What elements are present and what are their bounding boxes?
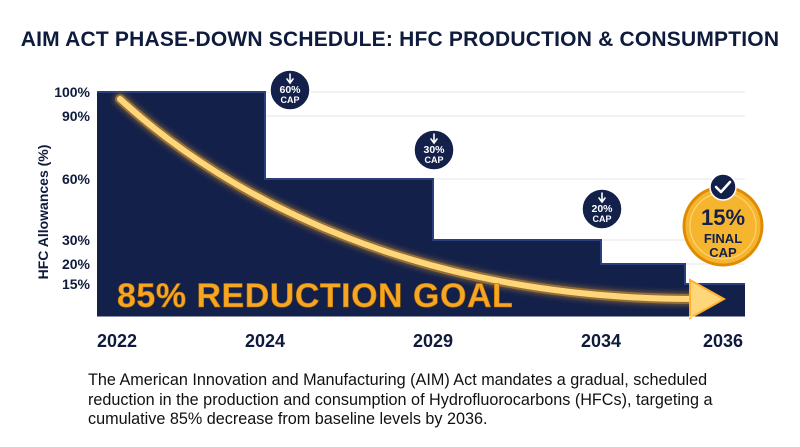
x-tick-label: 2022: [97, 331, 137, 351]
cap-badge-circle: [269, 69, 311, 111]
check-icon-mark: [714, 180, 732, 194]
x-tick-label: 2024: [245, 331, 285, 351]
cap-badge: 60%CAP: [269, 69, 311, 111]
y-tick-label: 15%: [62, 276, 91, 292]
step-bar: [433, 240, 601, 317]
final-cap-value: 15%: [701, 205, 745, 230]
x-tick-label: 2029: [413, 331, 453, 351]
cap-badge-label: CAP: [424, 155, 443, 165]
down-arrow-icon: [598, 192, 606, 204]
cap-badge-value: 60%: [279, 84, 301, 96]
x-tick-label: 2034: [581, 331, 621, 351]
final-cap-label-2: CAP: [709, 245, 737, 260]
step-bar: [601, 264, 685, 317]
y-tick-label: 30%: [62, 232, 91, 248]
reduction-arrowhead: [689, 278, 727, 320]
y-axis-title: HFC Allowances (%): [35, 145, 51, 280]
cap-badge: 20%CAP: [581, 188, 623, 230]
cap-badge-value: 20%: [591, 203, 613, 215]
cap-badge-label: CAP: [592, 214, 611, 224]
step-bar: [265, 179, 433, 317]
step-bar: [97, 92, 265, 317]
chart-caption: The American Innovation and Manufacturin…: [88, 371, 713, 428]
cap-badge-label: CAP: [280, 95, 299, 105]
y-tick-label: 20%: [62, 256, 91, 272]
y-tick-label: 90%: [62, 108, 91, 124]
reduction-goal-label: 85% REDUCTION GOAL: [117, 277, 513, 315]
check-icon-circle: [709, 173, 737, 201]
step-outline: [97, 91, 745, 285]
cap-badge-value: 30%: [423, 144, 445, 156]
down-arrow-icon: [430, 133, 438, 145]
x-tick-label: 2036: [703, 331, 743, 351]
cap-badge: 30%CAP: [413, 129, 455, 171]
reduction-arrow: [117, 96, 703, 303]
check-icon: [709, 173, 737, 201]
y-tick-label: 60%: [62, 171, 91, 187]
cap-badge-circle: [581, 188, 623, 230]
cap-badge-circle: [413, 129, 455, 171]
down-arrow-icon: [286, 73, 294, 85]
y-tick-label: 100%: [54, 84, 90, 100]
final-cap-label-1: FINAL: [704, 231, 742, 246]
chart-title: AIM ACT PHASE-DOWN SCHEDULE: HFC PRODUCT…: [20, 28, 780, 51]
